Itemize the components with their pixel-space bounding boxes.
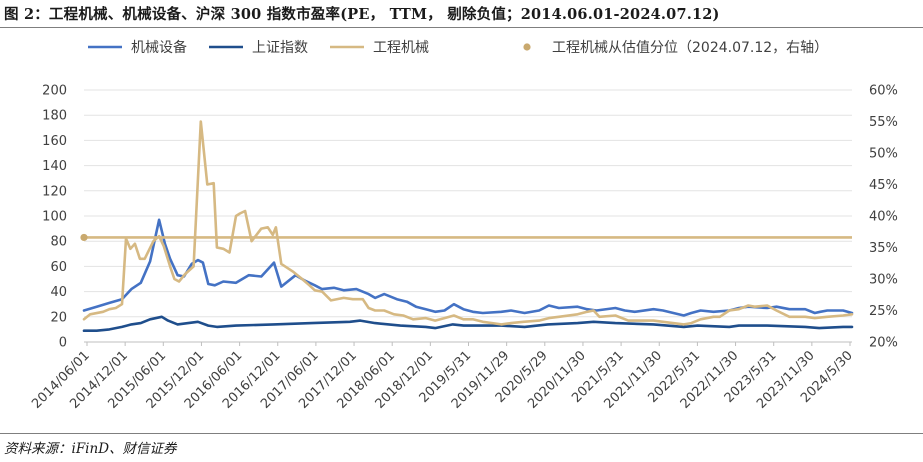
left-tick-label: 120 [42,184,67,199]
legend-label: 工程机械从估值分位（2024.07.12，右轴） [552,40,828,56]
right-tick-label: 45% [869,178,898,193]
legend: 机械设备 上证指数 工程机械 工程机械从估值分位（2024.07.12，右轴） [88,39,828,56]
series-lines [80,120,854,333]
legend-label: 上证指数 [252,40,308,56]
right-tick-label: 25% [869,304,898,319]
right-tick-label: 35% [869,241,898,256]
legend-engineering-machinery: 工程机械 [330,40,429,56]
right-tick-label: 60% [869,84,898,99]
gridlines [84,89,852,343]
figure-title: 图 2：工程机械、机械设备、沪深 300 指数市盈率(PE， TTM， 剔除负值… [4,6,720,23]
pe-line-chart: 0 20 40 60 80 100 120 140 160 180 200 20% 25% 30% 35%… [29,39,898,412]
left-tick-label: 60 [50,260,67,275]
left-tick-label: 140 [42,159,67,174]
left-axis-ticks: 0 20 40 60 80 100 120 140 160 180 200 [42,84,67,351]
left-tick-label: 20 [50,310,67,325]
right-axis-ticks: 20% 25% 30% 35% 40% 45% 50% 55% 60% [869,84,898,351]
left-tick-label: 160 [42,134,67,149]
source-rule [0,433,923,434]
engineering-machinery-line [82,120,854,326]
legend-label: 机械设备 [131,39,187,56]
legend-machinery-equipment: 机械设备 [88,39,187,56]
source-note: 资料来源：iFinD、财信证券 [4,441,177,457]
left-tick-label: 0 [59,336,67,351]
right-tick-label: 55% [869,115,898,130]
left-tick-label: 40 [50,285,67,300]
shanghai-composite-line [82,315,854,333]
x-axis-ticks: 2014/06/012014/12/012015/06/012015/12/01… [29,342,856,412]
legend-swatch [523,43,531,51]
title-rule [0,27,923,28]
right-tick-label: 40% [869,210,898,225]
left-tick-label: 100 [42,210,67,225]
legend-percentile: 工程机械从估值分位（2024.07.12，右轴） [523,40,828,56]
right-tick-label: 30% [869,273,898,288]
percentile-marker [80,233,88,242]
legend-shanghai-composite: 上证指数 [209,40,308,56]
left-tick-label: 80 [50,235,67,250]
right-tick-label: 50% [869,147,898,162]
left-tick-label: 200 [42,84,67,99]
left-tick-label: 180 [42,109,67,124]
right-tick-label: 20% [869,336,898,351]
machinery-equipment-line [82,218,854,317]
legend-label: 工程机械 [373,40,429,56]
